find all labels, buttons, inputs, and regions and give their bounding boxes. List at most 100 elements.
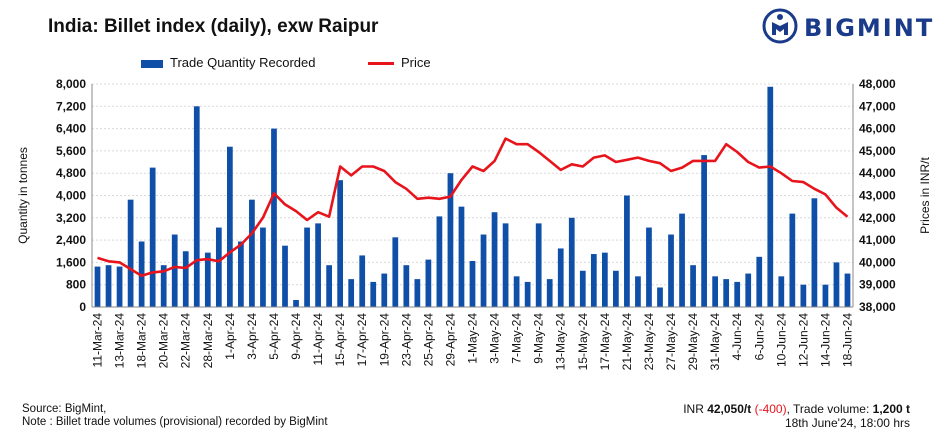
bar [502,223,509,307]
bar [734,281,741,307]
bar [447,173,454,307]
x-tick-label: 14-Jun-24 [818,313,832,367]
volume-label: , Trade volume: [786,402,873,416]
x-tick-label: 3-May-24 [488,313,502,364]
y-tick-label: 0 [79,300,86,314]
x-tick-label: 23-May-24 [642,313,656,371]
price-prefix: INR [683,402,708,416]
x-tick-label: 7-May-24 [510,313,524,364]
x-tick-label: 31-May-24 [708,313,722,371]
bar [535,223,542,307]
bar [160,265,167,307]
y-tick-label: 5,600 [56,144,86,158]
x-tick-label: 29-Apr-24 [443,313,457,367]
y2-tick-label: 46,000 [859,122,896,136]
bigmint-logo: BIGMINT [760,8,932,44]
x-tick-label: 13-Mar-24 [113,313,127,369]
bar [712,276,719,307]
bar [491,212,498,307]
bar [723,279,730,307]
bar [436,216,443,307]
y2-tick-label: 45,000 [859,144,896,158]
y-tick-label: 800 [66,278,86,292]
bar [546,279,553,307]
bar [745,273,752,307]
bar [601,252,608,307]
bar [568,217,575,307]
bar [171,234,178,307]
bar [381,273,388,307]
x-tick-label: 6-Jun-24 [752,313,766,361]
x-tick-label: 10-Jun-24 [774,313,788,367]
bar [260,227,266,307]
bar [282,245,288,307]
y2-tick-label: 40,000 [859,255,896,269]
volume-value: 1,200 t [872,402,910,416]
bar [182,251,189,307]
bars-layer [94,86,851,307]
y2-tick-label: 42,000 [859,211,896,225]
bar [149,167,156,307]
x-tick-label: 20-Mar-24 [157,313,171,369]
bar [789,213,796,307]
legend-label-price: Price [401,55,431,70]
bar [524,281,531,307]
bar [249,199,255,307]
bar [646,227,652,307]
y-tick-label: 4,800 [56,166,86,180]
y-axis-title: Quantity in tonnes [16,147,30,244]
x-tick-label: 11-Mar-24 [91,313,105,368]
x-tick-label: 15-May-24 [576,313,590,371]
bar [844,273,851,307]
bar [613,270,619,307]
bar [94,266,101,307]
x-tick-label: 19-Apr-24 [377,313,391,367]
bar [778,276,785,307]
legend-swatch-line [368,62,394,65]
bar [668,234,674,307]
x-tick-label: 9-May-24 [532,313,546,364]
price-series-line [97,137,849,278]
bar [635,276,641,307]
bar [271,128,277,307]
chart-title: India: Billet index (daily), exw Raipur [48,16,379,37]
bar [690,265,696,307]
y2-axis-title: Prices in INR/t [918,156,932,233]
bar [293,300,299,307]
bar [557,248,564,307]
bar [215,227,222,307]
footer-summary: INR 42,050/t (-400), Trade volume: 1,200… [683,402,910,430]
bar [469,261,476,307]
x-tick-label: 23-Apr-24 [399,313,413,367]
x-tick-label: 29-May-24 [686,313,700,371]
x-tick-label: 3-Apr-24 [245,313,259,360]
source-text: Source: BigMint, [22,403,107,415]
bar [348,279,355,307]
bar [304,227,310,307]
bar [337,180,344,307]
y2-tick-label: 38,000 [859,300,896,314]
y2-tick-label: 39,000 [859,278,896,292]
x-tick-label: 1-Apr-24 [223,313,237,360]
bar [590,254,597,307]
bar [800,284,807,307]
bar [127,199,134,307]
bar [193,106,200,307]
x-tick-label: 17-Apr-24 [355,313,369,367]
x-tick-label: 17-May-24 [598,313,612,371]
y2-tick-label: 44,000 [859,166,896,180]
bar [138,241,145,307]
bar [822,284,829,307]
y2-tick-label: 41,000 [859,233,896,247]
y-tick-label: 8,000 [56,77,86,91]
y2-tick-label: 48,000 [859,77,896,91]
timestamp: 18th June'24, 18:00 hrs [784,416,910,430]
bar [315,223,321,307]
bar [326,265,332,307]
y-tick-label: 1,600 [56,255,86,269]
bar [116,266,123,307]
x-tick-label: 28-Mar-24 [201,313,215,369]
bar [513,276,520,307]
y-tick-label: 7,200 [56,99,86,113]
